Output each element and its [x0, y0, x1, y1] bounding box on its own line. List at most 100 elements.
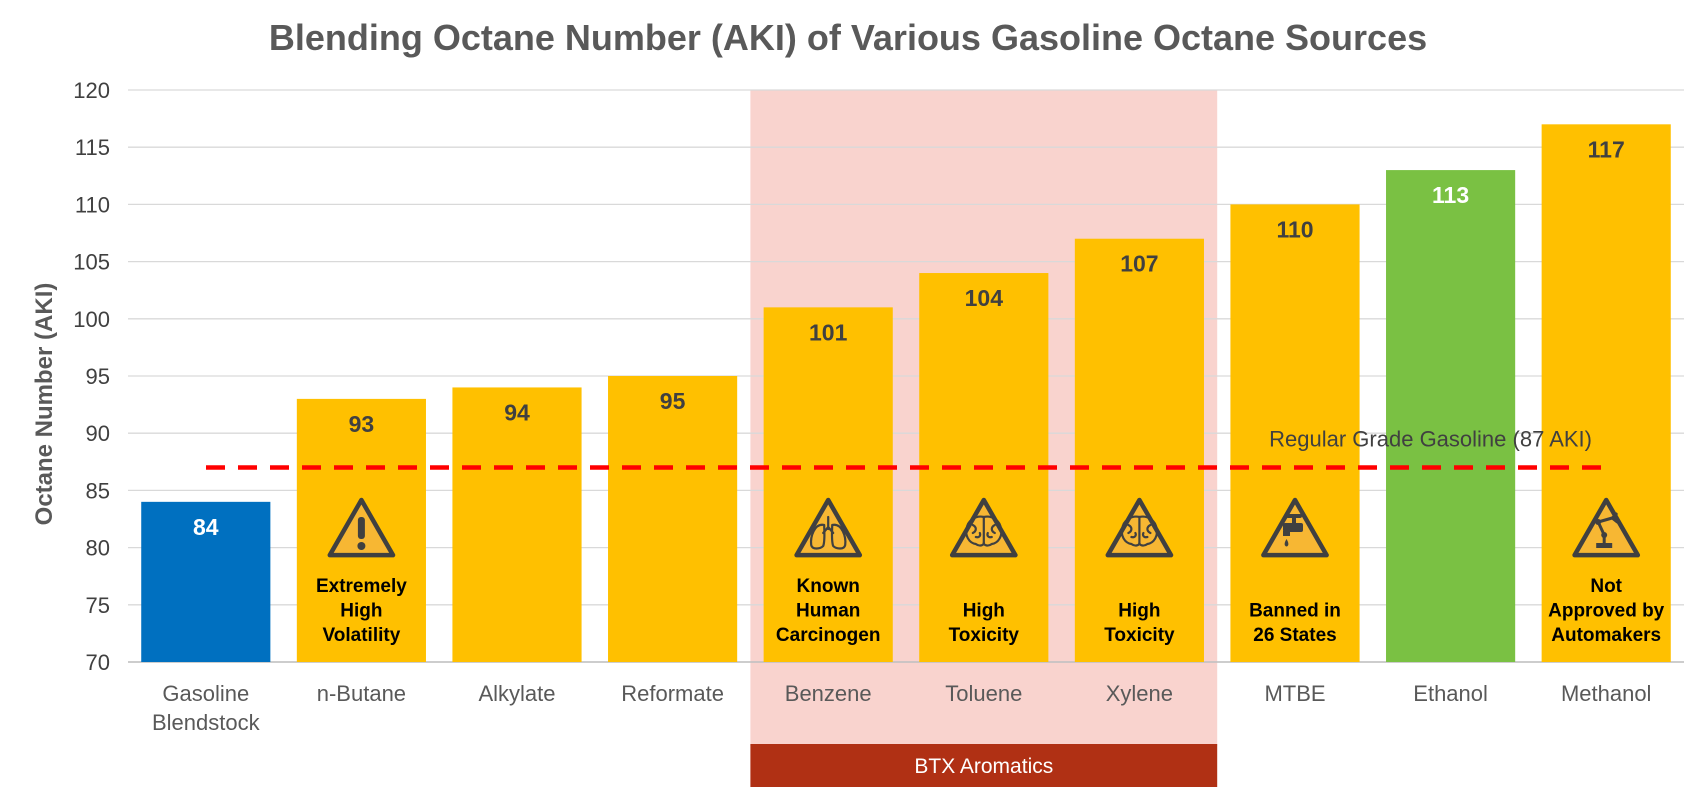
- y-tick-label: 115: [75, 135, 110, 160]
- y-tick-label: 95: [86, 364, 110, 389]
- arm-base: [1596, 543, 1613, 548]
- bars: [141, 124, 1671, 662]
- category-label: MTBE: [1264, 681, 1325, 706]
- bar-annotation-line: Toxicity: [1104, 625, 1175, 646]
- arm-joint: [1601, 532, 1608, 538]
- bar-annotation: Extremely High Volatility: [316, 576, 407, 646]
- bar-value-label: 107: [1120, 251, 1158, 277]
- y-tick-label: 80: [86, 536, 110, 561]
- category-label: Methanol: [1561, 681, 1652, 706]
- category-label-line: Ethanol: [1413, 681, 1488, 706]
- arm-joint: [1595, 519, 1602, 525]
- bar-annotation-line: High: [963, 601, 1005, 622]
- bar-annotation-line: 26 States: [1253, 625, 1336, 646]
- bar-annotation: High Toxicity: [949, 601, 1020, 647]
- bar-value-label: 94: [504, 399, 530, 425]
- bar-annotation-line: High: [1118, 601, 1160, 622]
- y-axis-title: Octane Number (AKI): [31, 283, 58, 526]
- bar: [452, 387, 582, 662]
- lungs-warning-icon: [794, 497, 863, 558]
- faucet-body: [1283, 523, 1303, 532]
- bar-value-label: 84: [193, 514, 219, 540]
- btx-group-label-box: [750, 744, 1218, 787]
- bar-value-label: 110: [1276, 216, 1313, 242]
- bar: [141, 501, 271, 662]
- brain-folds: [1127, 515, 1152, 545]
- bar-annotation-line: Automakers: [1551, 625, 1661, 646]
- brain-warning-icon: [1105, 497, 1174, 558]
- category-label: Ethanol: [1413, 681, 1488, 706]
- bar-value-label: 104: [965, 285, 1004, 311]
- category-label-line: MTBE: [1264, 681, 1325, 706]
- bar-annotation-line: Known: [797, 576, 860, 597]
- category-label-line: Xylene: [1106, 681, 1173, 706]
- faucet-handle: [1286, 514, 1302, 518]
- bar: [763, 307, 893, 662]
- bar-value-label: 95: [660, 388, 686, 414]
- category-label-line: Reformate: [621, 681, 724, 706]
- bar-annotation-line: Not: [1590, 576, 1622, 597]
- y-tick-label: 85: [86, 478, 110, 503]
- y-tick-label: 100: [73, 307, 110, 332]
- reference-line-label: Regular Grade Gasoline (87 AKI): [1269, 427, 1592, 452]
- chart-title: Blending Octane Number (AKI) of Various …: [269, 17, 1427, 58]
- bar-annotation-line: High: [340, 601, 382, 622]
- category-label-line: Blendstock: [152, 710, 261, 735]
- bar-value-label: 101: [809, 319, 848, 345]
- bar-annotation-line: Human: [796, 601, 860, 622]
- y-tick-label: 120: [73, 78, 110, 103]
- bar-value-label: 117: [1588, 136, 1625, 162]
- bar-value-label: 93: [349, 411, 375, 437]
- category-label-line: Toluene: [945, 681, 1022, 706]
- category-label: Xylene: [1106, 681, 1173, 706]
- bar: [1230, 204, 1360, 662]
- bar: [608, 376, 738, 662]
- reference-line-layer: Regular Grade Gasoline (87 AKI): [206, 427, 1602, 470]
- robot-arm-warning-icon: [1572, 497, 1641, 558]
- category-label-line: n-Butane: [317, 681, 406, 706]
- brain-warning-icon: [949, 497, 1018, 558]
- y-tick-label: 90: [86, 421, 110, 446]
- y-tick-label: 75: [86, 593, 110, 618]
- bar-annotation: Not Approved by Automakers: [1548, 576, 1665, 646]
- bar-annotation-line: Volatility: [323, 625, 401, 646]
- bar: [1074, 238, 1204, 662]
- arm-links: [1596, 512, 1619, 545]
- bar-annotation: Banned in 26 States: [1249, 601, 1341, 647]
- faucet-warning-icon: [1261, 497, 1329, 558]
- warning-exclamation-icon: [327, 497, 396, 558]
- exclamation-bar: [357, 517, 365, 539]
- faucet-spout: [1283, 531, 1290, 536]
- robot-arm-warning-icon-triangle: [1572, 497, 1641, 558]
- bar: [1386, 170, 1516, 662]
- bar: [1541, 124, 1671, 662]
- bar-annotation-line: Approved by: [1548, 601, 1665, 622]
- btx-group-label: BTX Aromatics: [914, 755, 1053, 778]
- category-label-line: Gasoline: [162, 681, 249, 706]
- category-label-line: Alkylate: [478, 681, 555, 706]
- category-label: Alkylate: [478, 681, 555, 706]
- left-lung: [809, 523, 826, 550]
- y-tick-label: 110: [75, 192, 110, 217]
- category-label: Gasoline Blendstock: [152, 681, 261, 735]
- exclamation-dot: [357, 542, 366, 550]
- category-label: n-Butane: [317, 681, 406, 706]
- category-label: Toluene: [945, 681, 1022, 706]
- right-lung: [830, 523, 847, 550]
- bar-annotation: Known Human Carcinogen: [776, 576, 881, 646]
- category-label: Reformate: [621, 681, 724, 706]
- y-tick-label: 70: [86, 650, 110, 675]
- bar-annotation: High Toxicity: [1104, 601, 1175, 647]
- water-drop: [1284, 539, 1289, 547]
- category-label: Benzene: [785, 681, 872, 706]
- faucet-stem: [1292, 516, 1296, 524]
- category-label-line: Methanol: [1561, 681, 1652, 706]
- bar-annotation-line: Banned in: [1249, 601, 1341, 622]
- bar-annotation-line: Carcinogen: [776, 625, 881, 646]
- bar-value-label: 113: [1432, 182, 1469, 208]
- brain-folds: [971, 515, 996, 545]
- y-tick-label: 105: [73, 250, 110, 275]
- category-label-line: Benzene: [785, 681, 872, 706]
- labels: 70 75 80 85 90 95 100 105 110 115 120 84 Gasoline Ble…: [73, 78, 1664, 735]
